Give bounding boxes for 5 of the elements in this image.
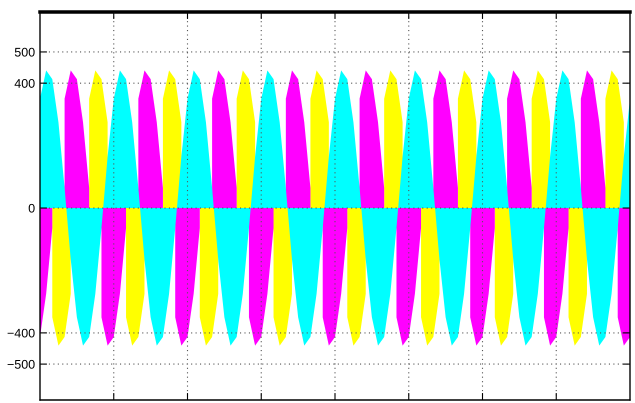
y-tick-label: −400 [8, 328, 35, 338]
y-tick-label: 500 [14, 48, 35, 57]
y-tick-label: 400 [14, 78, 35, 88]
y-tick-label: −500 [8, 360, 35, 369]
y-tick-label: 0 [28, 204, 35, 213]
